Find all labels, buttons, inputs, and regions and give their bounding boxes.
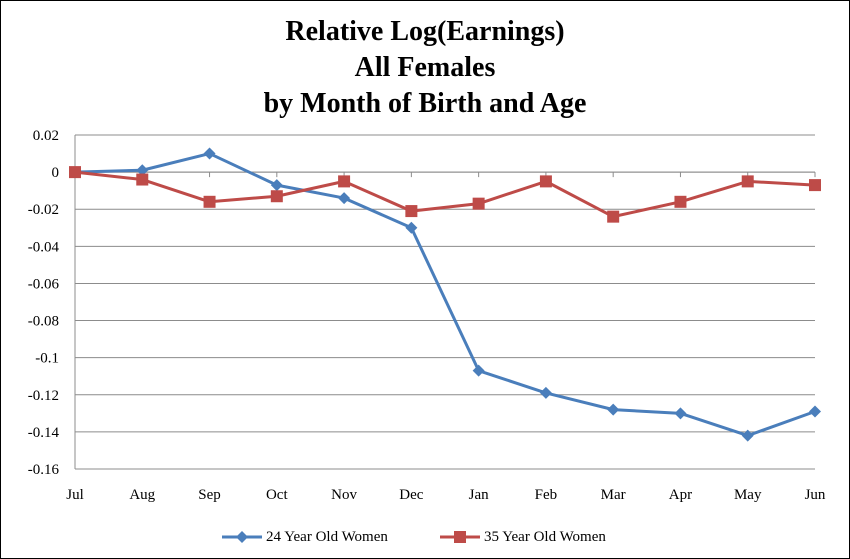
y-tick-label: -0.02 — [28, 202, 59, 218]
chart-title-line-3: by Month of Birth and Age — [263, 88, 587, 119]
x-tick-label: Oct — [266, 487, 288, 503]
x-tick-label: Nov — [331, 487, 357, 503]
data-point-series-2 — [472, 197, 485, 210]
data-point-series-1 — [539, 386, 552, 399]
series-line-1 — [74, 152, 816, 438]
y-tick-label: 0 — [52, 165, 60, 181]
legend: 24 Year Old Women 35 Year Old Women — [0, 525, 850, 549]
y-tick-label: -0.08 — [28, 314, 59, 330]
data-point-series-2 — [203, 195, 216, 208]
data-point-series-2 — [270, 190, 283, 203]
x-tick-label: Jun — [805, 487, 826, 503]
chart-title-line-2: All Females — [354, 52, 496, 83]
data-point-series-2 — [809, 179, 821, 192]
x-tick-label: Aug — [129, 487, 155, 503]
series — [69, 147, 821, 442]
data-point-series-2 — [539, 175, 552, 188]
data-point-series-1 — [136, 164, 149, 177]
y-tick-label: -0.14 — [28, 425, 60, 441]
data-point-series-1 — [338, 192, 351, 205]
data-point-series-2 — [338, 175, 351, 188]
legend-swatch-square — [440, 531, 480, 543]
legend-swatch-diamond — [222, 531, 262, 543]
legend-item-series-1: 24 Year Old Women — [222, 525, 388, 549]
data-point-series-2 — [405, 205, 418, 218]
data-point-series-2 — [674, 195, 687, 208]
y-tick-label: -0.12 — [28, 388, 59, 404]
data-point-series-1 — [472, 364, 485, 377]
data-point-series-2 — [69, 166, 81, 179]
legend-label-series-2: 35 Year Old Women — [484, 528, 606, 545]
data-point-series-2 — [741, 175, 754, 188]
data-point-series-1 — [741, 429, 754, 442]
x-tick-label: Feb — [535, 487, 558, 503]
tick-labels: 0.02 0 -0.02 -0.04 -0.06 -0.08 -0.1 -0.12 -0.14 -… — [28, 128, 826, 503]
x-tick-label: Apr — [669, 487, 692, 503]
data-point-series-1 — [405, 221, 418, 234]
series-line-2 — [74, 170, 816, 219]
data-point-series-2 — [607, 210, 620, 223]
y-tick-label: -0.16 — [28, 462, 60, 478]
data-point-series-1 — [607, 403, 620, 416]
legend-item-series-2: 35 Year Old Women — [440, 525, 606, 549]
x-tick-label: Jan — [469, 487, 489, 503]
x-tick-label: Dec — [399, 487, 423, 503]
x-tick-label: Jul — [66, 487, 84, 503]
x-tick-label: Sep — [198, 487, 221, 503]
y-tick-label: -0.06 — [28, 276, 60, 292]
data-point-series-2 — [136, 173, 149, 186]
axes — [74, 135, 816, 470]
chart-title-line-1: Relative Log(Earnings) — [285, 16, 565, 47]
data-point-series-1 — [270, 179, 283, 192]
x-tick-label: May — [734, 487, 762, 503]
gridlines — [75, 134, 815, 433]
y-tick-label: 0.02 — [33, 128, 59, 144]
y-tick-label: -0.04 — [28, 239, 60, 255]
data-point-series-1 — [203, 147, 216, 160]
chart-title: Relative Log(Earnings) All Females by Mo… — [0, 14, 850, 122]
legend-label-series-1: 24 Year Old Women — [266, 528, 388, 545]
y-tick-label: -0.1 — [35, 351, 59, 367]
x-tick-label: Mar — [601, 487, 626, 503]
data-point-series-1 — [809, 405, 821, 418]
data-point-series-1 — [674, 407, 687, 420]
